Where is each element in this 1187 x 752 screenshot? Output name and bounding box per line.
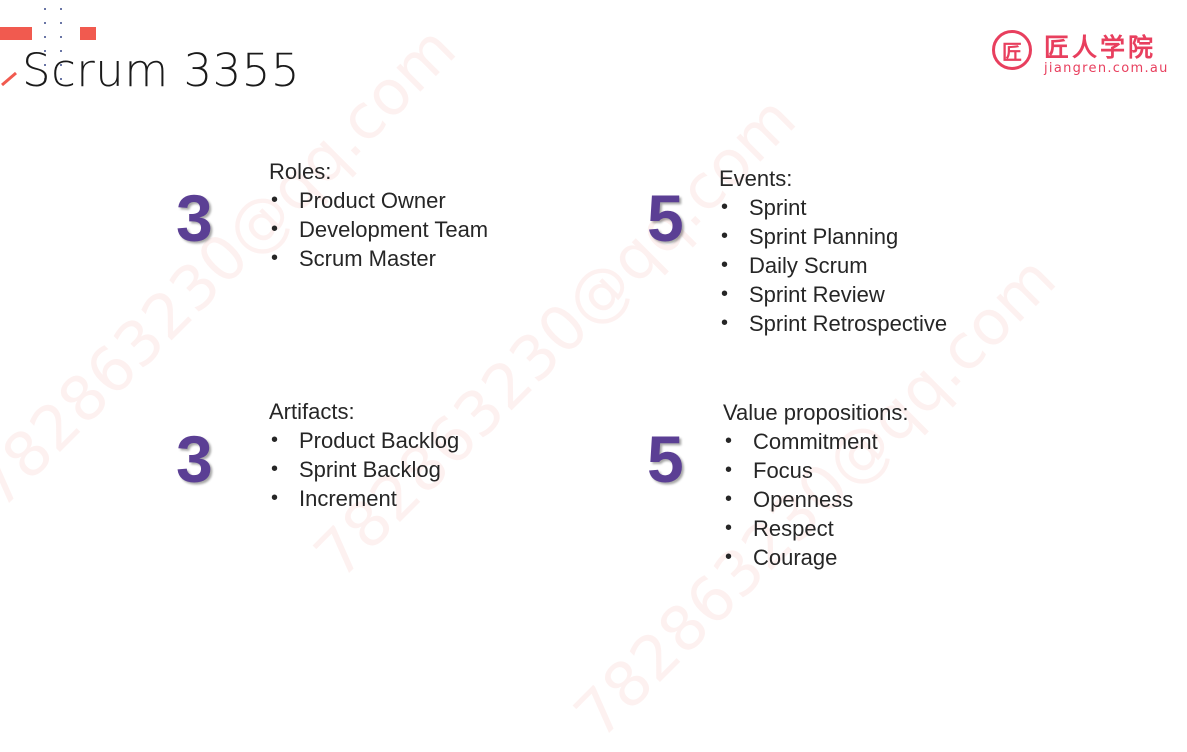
list-item: Respect	[723, 514, 909, 543]
decorative-dots	[44, 8, 74, 98]
artifacts-heading: Artifacts:	[269, 399, 355, 424]
list-item: Daily Scrum	[719, 251, 947, 280]
brand-logo: 匠 匠人学院 jiangren.com.au	[992, 28, 1182, 84]
logo-name: 匠人学院	[1044, 33, 1157, 62]
artifacts-section: Artifacts: Product Backlog Sprint Backlo…	[269, 397, 459, 513]
roles-heading: Roles:	[269, 159, 332, 184]
list-item: Sprint Backlog	[269, 455, 459, 484]
values-list: Commitment Focus Openness Respect Courag…	[723, 427, 909, 572]
list-item: Sprint Retrospective	[719, 309, 947, 338]
values-count: 5	[647, 422, 684, 496]
roles-list: Product Owner Development Team Scrum Mas…	[269, 186, 488, 273]
events-section: Events: Sprint Sprint Planning Daily Scr…	[719, 164, 947, 338]
roles-count: 3	[176, 181, 213, 255]
decorative-bar	[80, 27, 96, 40]
list-item: Sprint Review	[719, 280, 947, 309]
artifacts-count: 3	[176, 422, 213, 496]
list-item: Commitment	[723, 427, 909, 456]
logo-mark-icon: 匠	[992, 30, 1032, 70]
events-count: 5	[647, 181, 684, 255]
list-item: Openness	[723, 485, 909, 514]
logo-domain: jiangren.com.au	[1044, 61, 1169, 76]
list-item: Increment	[269, 484, 459, 513]
events-list: Sprint Sprint Planning Daily Scrum Sprin…	[719, 193, 947, 338]
list-item: Development Team	[269, 215, 488, 244]
events-heading: Events:	[719, 166, 793, 191]
values-section: Value propositions: Commitment Focus Ope…	[723, 398, 909, 572]
artifacts-list: Product Backlog Sprint Backlog Increment	[269, 426, 459, 513]
values-heading: Value propositions:	[723, 400, 909, 425]
list-item: Product Backlog	[269, 426, 459, 455]
list-item: Sprint	[719, 193, 947, 222]
list-item: Courage	[723, 543, 909, 572]
list-item: Sprint Planning	[719, 222, 947, 251]
roles-section: Roles: Product Owner Development Team Sc…	[269, 157, 488, 273]
decorative-slash	[1, 71, 17, 87]
decorative-bar	[0, 27, 32, 40]
list-item: Focus	[723, 456, 909, 485]
list-item: Scrum Master	[269, 244, 488, 273]
list-item: Product Owner	[269, 186, 488, 215]
page-title: Scrum 3355	[22, 44, 300, 97]
